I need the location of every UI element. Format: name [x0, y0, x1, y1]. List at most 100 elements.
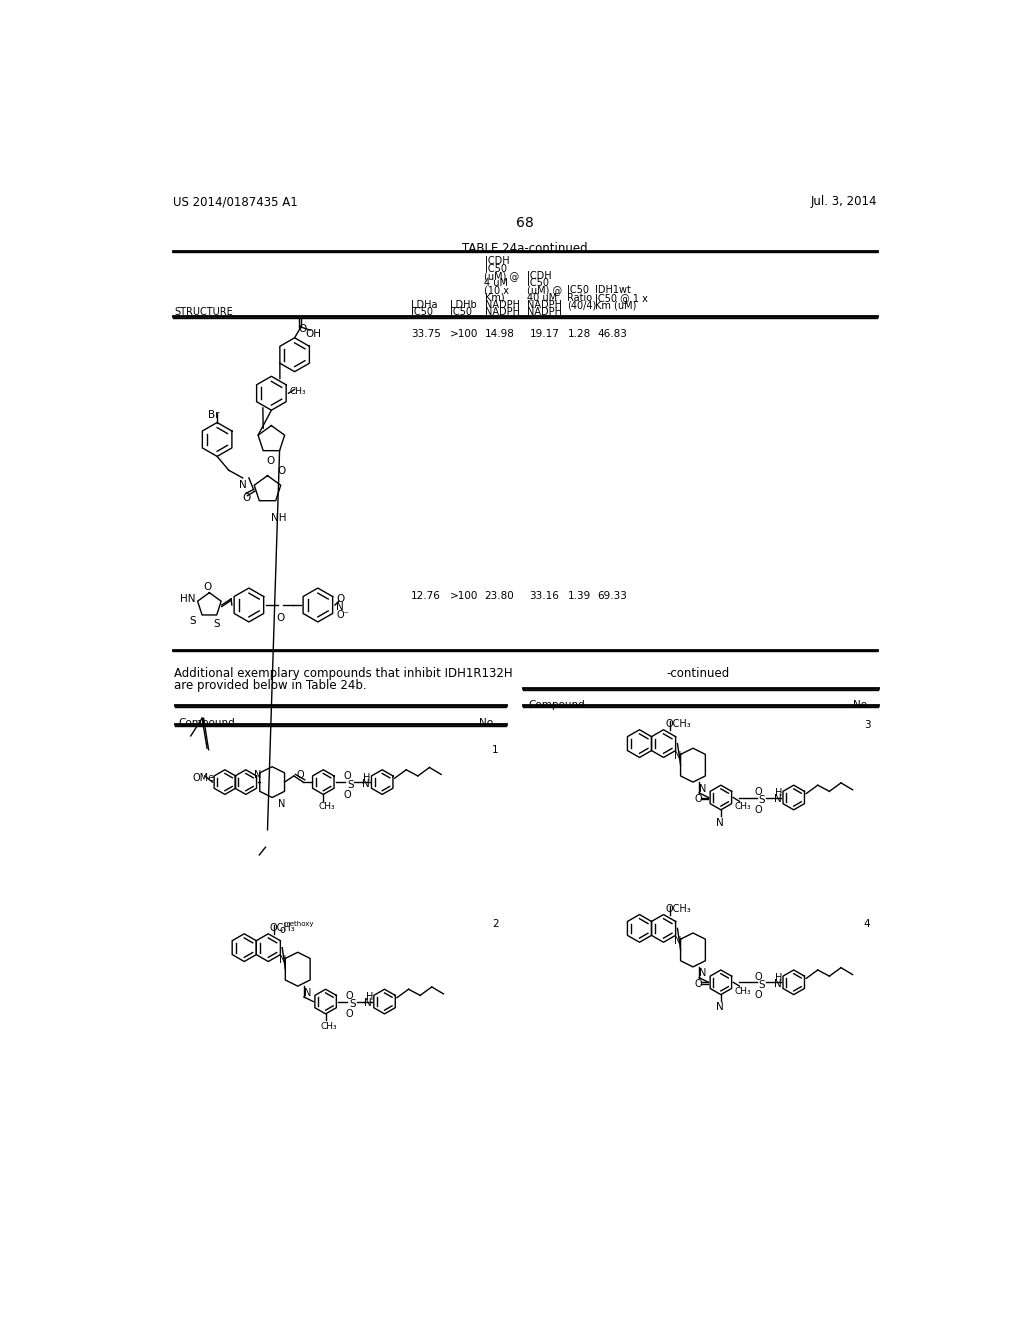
Text: LDHb: LDHb [450, 300, 476, 310]
Text: CH₃: CH₃ [290, 387, 306, 396]
Text: US 2014/0187435 A1: US 2014/0187435 A1 [173, 195, 298, 209]
Text: HN: HN [180, 594, 196, 605]
Text: O: O [278, 466, 286, 477]
Text: H: H [366, 993, 374, 1002]
Text: No.: No. [853, 700, 870, 710]
Text: O: O [755, 787, 763, 797]
Text: S: S [347, 780, 354, 789]
Text: N: N [773, 795, 781, 804]
Text: ICDH: ICDH [527, 271, 552, 281]
Text: 23.80: 23.80 [484, 591, 514, 601]
Text: N: N [716, 817, 724, 828]
Text: N: N [254, 770, 261, 780]
Text: OMe: OMe [193, 774, 214, 783]
Text: N: N [304, 987, 311, 998]
Text: O: O [276, 612, 285, 623]
Text: O: O [755, 990, 763, 1001]
Text: Compound: Compound [528, 700, 585, 710]
Text: S: S [759, 979, 766, 990]
Text: O: O [297, 770, 304, 780]
Text: o: o [280, 924, 285, 935]
Text: NADPH: NADPH [527, 300, 562, 310]
Text: Km): Km) [484, 293, 504, 302]
Text: 33.16: 33.16 [529, 591, 559, 601]
Text: O: O [694, 979, 702, 989]
Text: IC50 @ 1 x: IC50 @ 1 x [595, 293, 648, 302]
Text: Ratio: Ratio [567, 293, 593, 302]
Text: N: N [675, 936, 682, 946]
Text: O: O [299, 323, 307, 334]
Text: 68: 68 [516, 216, 534, 230]
Text: S: S [189, 615, 196, 626]
Text: (40/4): (40/4) [567, 300, 597, 310]
Text: OCH₃: OCH₃ [665, 719, 691, 729]
Text: IC50: IC50 [527, 279, 549, 288]
Text: (uM) @: (uM) @ [527, 285, 562, 296]
Text: IDH1wt: IDH1wt [595, 285, 631, 296]
Text: IC50: IC50 [567, 285, 590, 296]
Text: O: O [755, 972, 763, 982]
Text: Additional exemplary compounds that inhibit IDH1R132H: Additional exemplary compounds that inhi… [174, 667, 513, 680]
Text: methoxy: methoxy [284, 921, 314, 928]
Text: 1.28: 1.28 [567, 330, 591, 339]
Text: LDHa: LDHa [411, 300, 437, 310]
Text: CH₃: CH₃ [318, 803, 335, 810]
Text: 19.17: 19.17 [529, 330, 559, 339]
Text: No.: No. [479, 718, 496, 729]
Text: N: N [365, 998, 372, 1008]
Text: O: O [343, 789, 351, 800]
Text: IC50: IC50 [411, 308, 433, 317]
Text: N: N [239, 480, 247, 490]
Text: S: S [759, 795, 766, 805]
Text: O: O [337, 594, 345, 605]
Text: O: O [346, 1010, 353, 1019]
Text: TABLE 24a-continued: TABLE 24a-continued [462, 242, 588, 255]
Text: Km (uM): Km (uM) [595, 300, 637, 310]
Text: ICDH: ICDH [484, 256, 509, 267]
Text: O: O [243, 494, 251, 503]
Text: 1.39: 1.39 [567, 591, 591, 601]
Text: (uM) @: (uM) @ [484, 271, 519, 281]
Text: 1: 1 [492, 744, 499, 755]
Text: >100: >100 [450, 591, 478, 601]
Text: CH₃: CH₃ [735, 803, 752, 810]
Text: 3: 3 [864, 721, 870, 730]
Text: N: N [675, 751, 682, 762]
Text: N: N [699, 969, 707, 978]
Text: 12.76: 12.76 [411, 591, 440, 601]
Text: S: S [349, 999, 356, 1010]
Text: are provided below in Table 24b.: are provided below in Table 24b. [174, 678, 368, 692]
Text: (10 x: (10 x [484, 285, 510, 296]
Text: NADPH: NADPH [484, 308, 519, 317]
Text: O: O [343, 771, 351, 781]
Text: NH: NH [271, 512, 287, 523]
Text: N: N [362, 779, 370, 789]
Text: N: N [279, 799, 286, 809]
Text: H: H [362, 774, 371, 783]
Text: >100: >100 [450, 330, 478, 339]
Text: NADPH: NADPH [527, 308, 562, 317]
Text: OCH₃: OCH₃ [270, 923, 296, 933]
Text: CH₃: CH₃ [735, 987, 752, 995]
Text: STRUCTURE: STRUCTURE [174, 308, 233, 317]
Text: O: O [755, 805, 763, 816]
Text: NADPH: NADPH [484, 300, 519, 310]
Text: O: O [266, 455, 275, 466]
Text: 14.98: 14.98 [484, 330, 514, 339]
Text: 69.33: 69.33 [598, 591, 628, 601]
Text: 2: 2 [492, 919, 499, 929]
Text: IC50: IC50 [484, 264, 507, 273]
Text: 4: 4 [864, 919, 870, 929]
Text: N: N [716, 1002, 724, 1012]
Text: H: H [775, 788, 782, 799]
Text: 46.83: 46.83 [598, 330, 628, 339]
Text: N: N [773, 979, 781, 989]
Text: -continued: -continued [666, 667, 729, 680]
Text: O: O [694, 795, 702, 804]
Text: Jul. 3, 2014: Jul. 3, 2014 [810, 195, 877, 209]
Text: O⁻: O⁻ [337, 610, 349, 619]
Text: 40 uM: 40 uM [527, 293, 557, 302]
Text: 33.75: 33.75 [411, 330, 440, 339]
Text: O: O [203, 582, 211, 591]
Text: N: N [337, 602, 344, 612]
